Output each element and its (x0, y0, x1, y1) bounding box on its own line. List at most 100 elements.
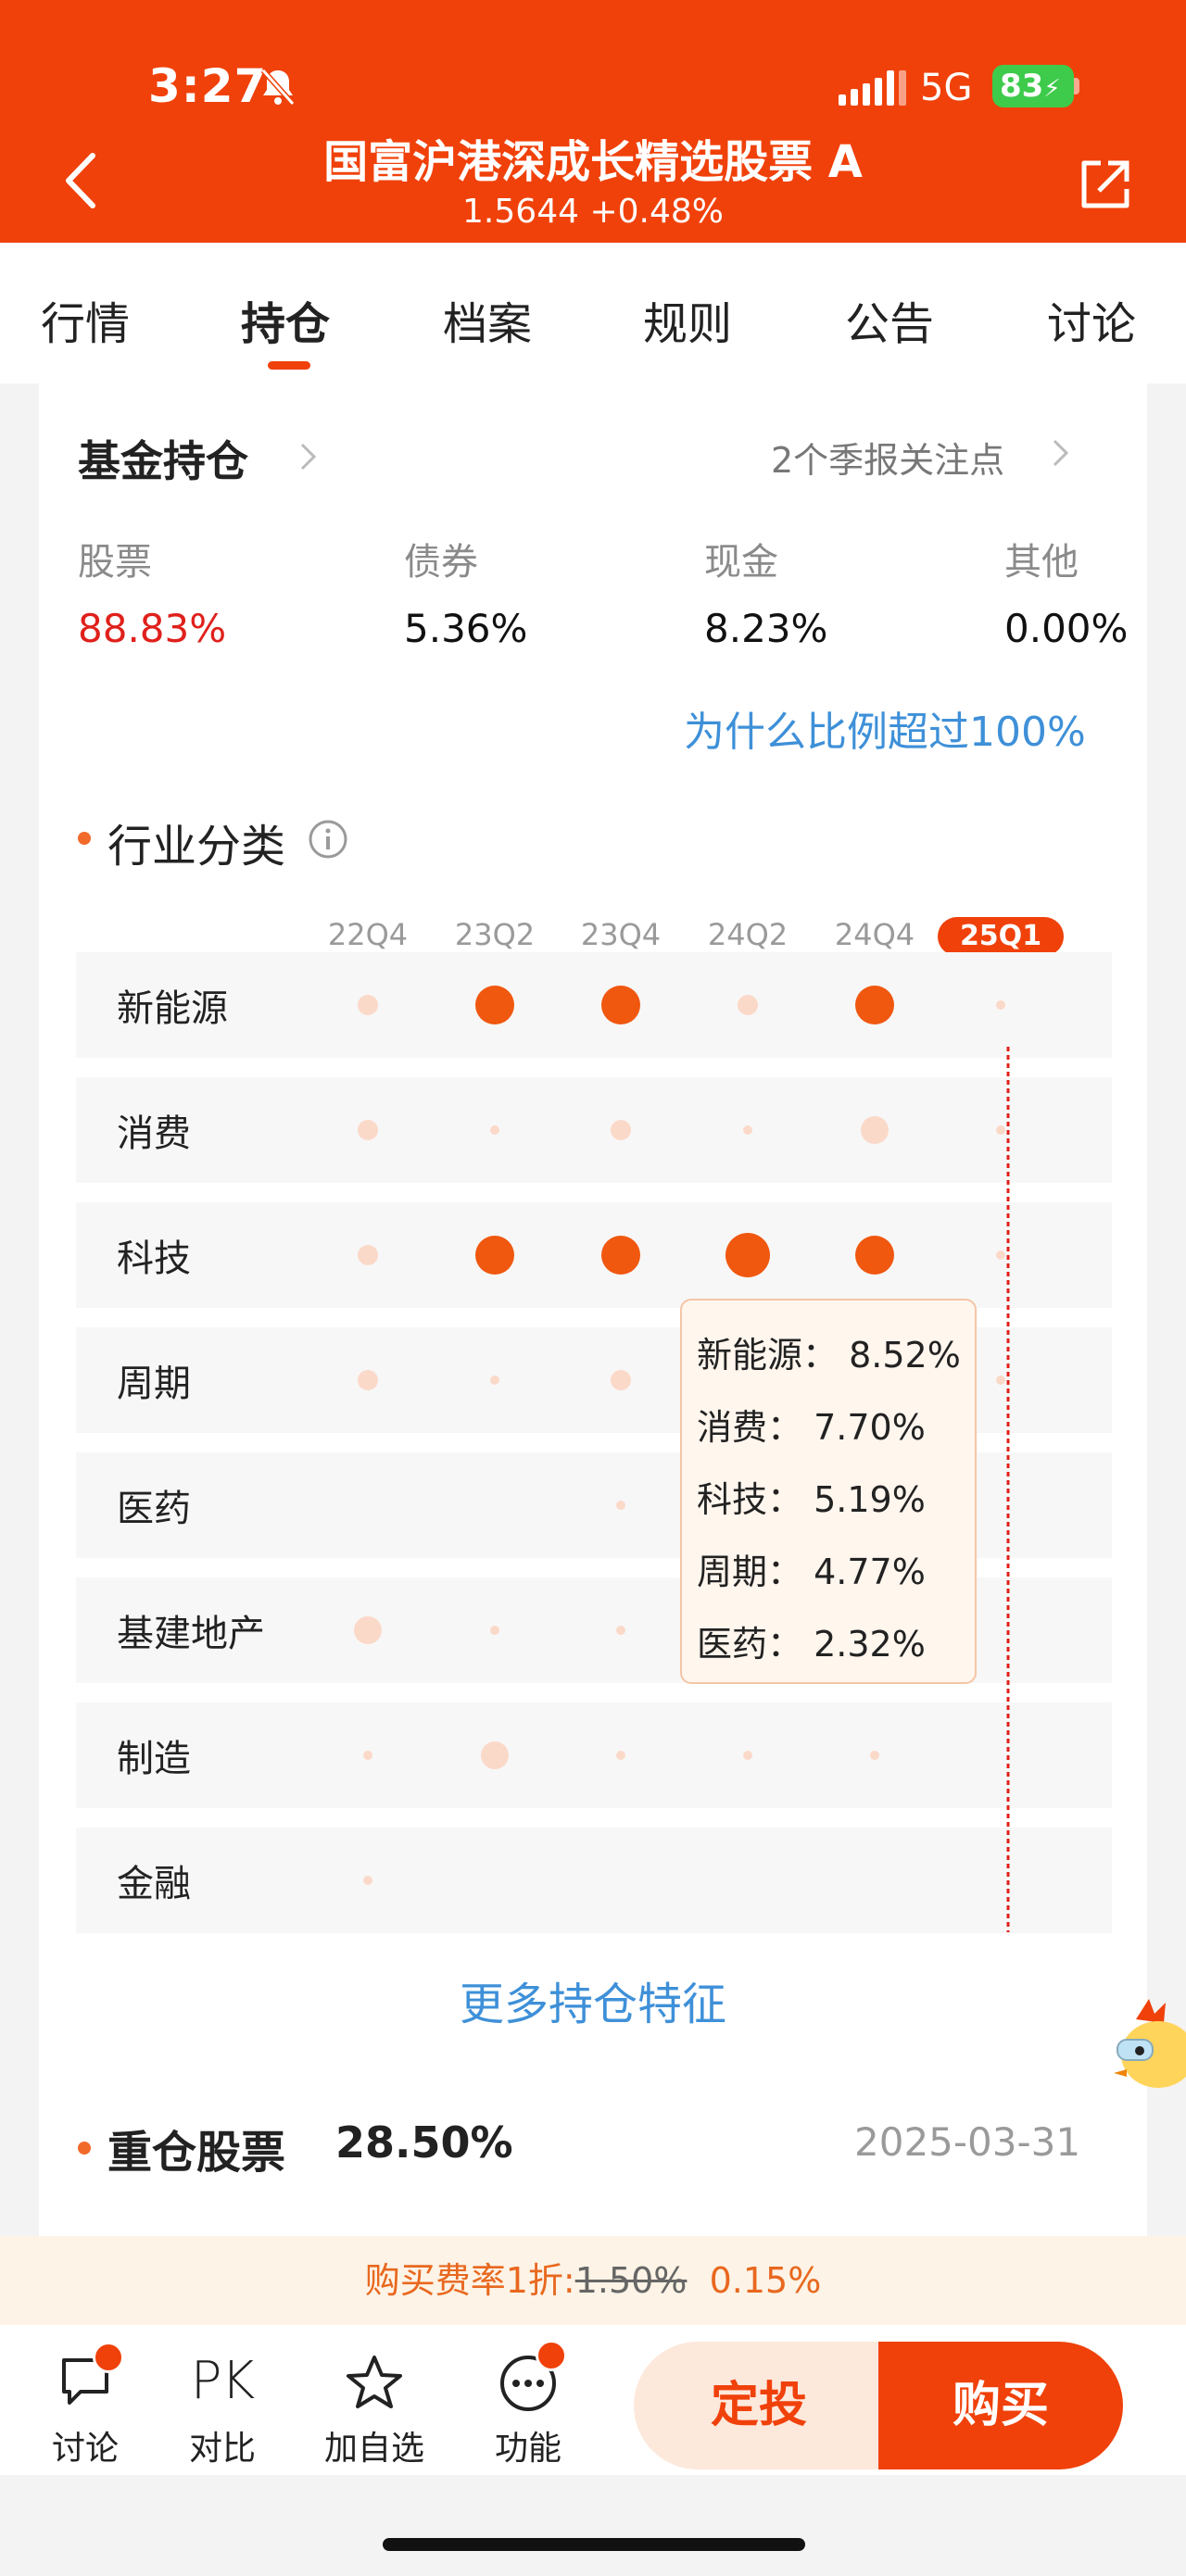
alloc-label-bond: 债券 (404, 541, 478, 584)
back-arrow-icon[interactable] (56, 148, 111, 213)
industry-dot[interactable] (861, 1116, 889, 1144)
info-icon[interactable] (308, 819, 348, 860)
fee-original: 1.50% (574, 2260, 688, 2301)
quarter-label[interactable]: 23Q4 (580, 917, 662, 952)
industry-dot[interactable] (475, 1236, 514, 1275)
alloc-label-other: 其他 (1004, 541, 1079, 584)
auto-invest-button[interactable]: 定投 (634, 2342, 884, 2469)
holdings-title[interactable]: 基金持仓 (78, 436, 248, 486)
industry-dot[interactable] (725, 1233, 770, 1277)
tooltip-row: 科技： 5.19% (697, 1471, 926, 1522)
pk-icon: PK (190, 2351, 256, 2411)
fund-nav: 1.5644 +0.48% (462, 193, 724, 231)
industry-label: 周期 (117, 1363, 191, 1405)
tab-holdings[interactable]: 持仓 (241, 298, 331, 350)
industry-row (76, 1703, 1112, 1808)
industry-dot[interactable] (616, 1626, 625, 1635)
bell-muted-icon (260, 69, 296, 106)
tooltip-row: 新能源： 8.52% (697, 1326, 961, 1377)
watchlist-label: 加自选 (323, 2430, 424, 2468)
industry-row (76, 952, 1112, 1058)
report-highlights-link[interactable]: 2个季报关注点 (771, 440, 1005, 481)
industry-label: 基建地产 (117, 1613, 265, 1655)
compare-button[interactable]: PK 对比 (167, 2325, 278, 2475)
battery-icon: 83⚡ (992, 65, 1074, 107)
section-bullet (78, 832, 91, 845)
fee-discount-banner: 购买费率1折:1.50% 0.15% (0, 2236, 1186, 2325)
quarter-label[interactable]: 24Q4 (834, 917, 915, 952)
tooltip-row: 周期： 4.77% (697, 1543, 926, 1594)
industry-dot[interactable] (855, 986, 894, 1024)
industry-dot[interactable] (996, 1000, 1005, 1010)
active-tab-indicator (268, 361, 310, 370)
tooltip-value: 4.77% (814, 1552, 926, 1592)
buy-button[interactable]: 购买 (878, 2342, 1123, 2469)
industry-dot[interactable] (611, 1120, 631, 1140)
industry-label: 消费 (117, 1112, 191, 1155)
industry-label: 金融 (117, 1863, 191, 1905)
battery-level: 83 (1000, 68, 1044, 105)
more-dots-icon (500, 2356, 556, 2411)
functions-label: 功能 (494, 2430, 561, 2468)
tab-profile[interactable]: 档案 (443, 298, 533, 350)
tooltip-name: 周期： (697, 1552, 803, 1592)
industry-dot[interactable] (490, 1125, 499, 1135)
industry-dot[interactable] (996, 1250, 1005, 1260)
tooltip-name: 科技： (697, 1479, 803, 1520)
discuss-button[interactable]: 讨论 (30, 2325, 141, 2475)
tab-rules[interactable]: 规则 (643, 298, 733, 350)
industry-dot-matrix (354, 986, 1010, 1932)
notification-badge (536, 2340, 567, 2371)
industry-dot[interactable] (358, 1370, 378, 1390)
quarter-label[interactable]: 24Q2 (707, 917, 789, 952)
industry-dot[interactable] (358, 1120, 378, 1140)
tab-discussion[interactable]: 讨论 (1047, 298, 1137, 350)
top-holdings-percent: 28.50% (335, 2117, 513, 2168)
industry-dot[interactable] (738, 995, 758, 1015)
industry-dot[interactable] (601, 1236, 640, 1275)
tab-announcements[interactable]: 公告 (845, 298, 935, 350)
industry-dot[interactable] (855, 1236, 894, 1275)
industry-dot[interactable] (743, 1125, 752, 1135)
industry-dot[interactable] (996, 1376, 1005, 1385)
industry-dot[interactable] (616, 1751, 625, 1760)
battery-tip (1074, 78, 1079, 94)
industry-dot[interactable] (611, 1370, 631, 1390)
quarter-label[interactable]: 23Q2 (454, 917, 536, 952)
industry-dot[interactable] (870, 1751, 879, 1760)
industry-dot[interactable] (358, 995, 378, 1015)
industry-dot[interactable] (601, 986, 640, 1024)
chevron-right-icon[interactable] (1051, 437, 1071, 469)
industry-dot[interactable] (475, 986, 514, 1024)
chevron-right-icon[interactable] (298, 441, 319, 472)
industry-dot[interactable] (481, 1741, 509, 1769)
share-icon[interactable] (1075, 156, 1134, 215)
industry-dot[interactable] (490, 1626, 499, 1635)
more-holding-features-link[interactable]: 更多持仓特征 (459, 1979, 726, 2030)
app-header: 3:27 5G 83⚡ 国富沪港深成长精选股票 A 1.5644 +0.48% (0, 0, 1186, 243)
why-over-100-link[interactable]: 为什么比例超过100% (684, 709, 1086, 756)
functions-button[interactable]: 功能 (473, 2325, 584, 2475)
section-bullet (78, 2142, 91, 2155)
quarter-selected[interactable]: 25Q1 (938, 917, 1064, 956)
bottom-action-bar: 讨论 PK 对比 加自选 功能 定投 购买 (0, 2325, 1186, 2475)
alloc-value-other: 0.00% (1004, 606, 1129, 651)
industry-dot[interactable] (490, 1376, 499, 1385)
industry-title: 行业分类 (107, 821, 286, 873)
star-icon (347, 2356, 402, 2408)
tab-market[interactable]: 行情 (41, 298, 131, 350)
industry-dot[interactable] (354, 1616, 382, 1644)
tooltip-value: 5.19% (814, 1479, 926, 1520)
quarter-label[interactable]: 22Q4 (327, 917, 409, 952)
industry-dot[interactable] (616, 1501, 625, 1510)
add-watchlist-button[interactable]: 加自选 (319, 2325, 430, 2475)
industry-dot[interactable] (996, 1125, 1005, 1135)
assistant-mascot-icon[interactable] (1108, 1982, 1186, 2103)
industry-label: 医药 (117, 1488, 191, 1530)
industry-dot[interactable] (363, 1876, 372, 1885)
industry-dot[interactable] (358, 1245, 378, 1265)
industry-row (76, 1202, 1112, 1308)
industry-dot[interactable] (743, 1751, 752, 1760)
industry-dot[interactable] (363, 1751, 372, 1760)
home-indicator (383, 2538, 805, 2551)
